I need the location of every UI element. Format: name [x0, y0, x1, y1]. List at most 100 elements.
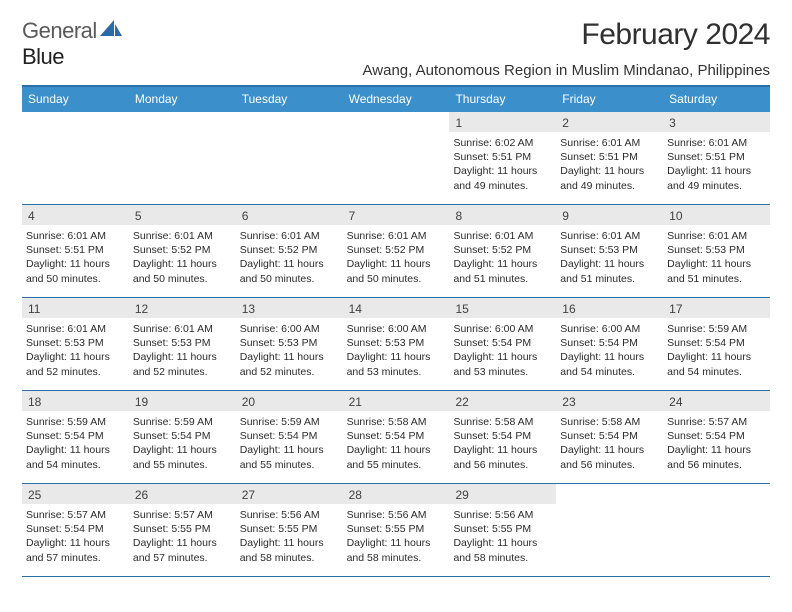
calendar-cell: 23Sunrise: 5:58 AMSunset: 5:54 PMDayligh… [556, 391, 663, 483]
sunset-text: Sunset: 5:54 PM [133, 429, 232, 443]
sunset-text: Sunset: 5:54 PM [667, 336, 766, 350]
day-number: 2 [556, 112, 663, 132]
day-number: 15 [449, 298, 556, 318]
calendar-cell: 3Sunrise: 6:01 AMSunset: 5:51 PMDaylight… [663, 112, 770, 204]
sunrise-text: Sunrise: 5:56 AM [347, 508, 446, 522]
dayhead-tue: Tuesday [236, 87, 343, 112]
sunrise-text: Sunrise: 6:00 AM [240, 322, 339, 336]
daylight-text: Daylight: 11 hours and 52 minutes. [26, 350, 125, 378]
daylight-text: Daylight: 11 hours and 52 minutes. [240, 350, 339, 378]
day-number: 12 [129, 298, 236, 318]
brand-part2: Blue [22, 44, 64, 69]
calendar-cell: 12Sunrise: 6:01 AMSunset: 5:53 PMDayligh… [129, 298, 236, 390]
daylight-text: Daylight: 11 hours and 54 minutes. [26, 443, 125, 471]
dayhead-sun: Sunday [22, 87, 129, 112]
sunrise-text: Sunrise: 6:00 AM [560, 322, 659, 336]
calendar-week: 25Sunrise: 5:57 AMSunset: 5:54 PMDayligh… [22, 484, 770, 577]
sunrise-text: Sunrise: 6:01 AM [453, 229, 552, 243]
day-number [22, 112, 129, 132]
sunset-text: Sunset: 5:54 PM [667, 429, 766, 443]
day-number: 7 [343, 205, 450, 225]
daylight-text: Daylight: 11 hours and 57 minutes. [26, 536, 125, 564]
brand-logo: GeneralBlue [22, 18, 122, 70]
day-number: 14 [343, 298, 450, 318]
dayhead-sat: Saturday [663, 87, 770, 112]
calendar-grid: Sunday Monday Tuesday Wednesday Thursday… [22, 85, 770, 577]
daylight-text: Daylight: 11 hours and 49 minutes. [560, 164, 659, 192]
calendar-cell: 17 Sunrise: 5:59 AMSunset: 5:54 PMDayligh… [663, 298, 770, 390]
daylight-text: Daylight: 11 hours and 55 minutes. [240, 443, 339, 471]
calendar-cell: 11Sunrise: 6:01 AMSunset: 5:53 PMDayligh… [22, 298, 129, 390]
day-number: 20 [236, 391, 343, 411]
day-number: 29 [449, 484, 556, 504]
calendar-cell: 24 Sunrise: 5:57 AMSunset: 5:54 PMDayligh… [663, 391, 770, 483]
day-number: 1 [449, 112, 556, 132]
sunset-text: Sunset: 5:55 PM [347, 522, 446, 536]
sunrise-text: Sunrise: 5:57 AM [667, 415, 766, 429]
daylight-text: Daylight: 11 hours and 58 minutes. [453, 536, 552, 564]
brand-part1: General [22, 18, 97, 43]
sunset-text: Sunset: 5:54 PM [560, 336, 659, 350]
sunset-text: Sunset: 5:51 PM [453, 150, 552, 164]
sunset-text: Sunset: 5:55 PM [453, 522, 552, 536]
day-number: 25 [22, 484, 129, 504]
calendar-cell: 25Sunrise: 5:57 AMSunset: 5:54 PMDayligh… [22, 484, 129, 576]
day-number: 16 [556, 298, 663, 318]
sunset-text: Sunset: 5:54 PM [453, 429, 552, 443]
sunset-text: Sunset: 5:53 PM [133, 336, 232, 350]
daylight-text: Daylight: 11 hours and 50 minutes. [133, 257, 232, 285]
sunrise-text: Sunrise: 5:57 AM [26, 508, 125, 522]
sunrise-text: Sunrise: 5:59 AM [26, 415, 125, 429]
daylight-text: Daylight: 11 hours and 56 minutes. [667, 443, 766, 471]
sunset-text: Sunset: 5:54 PM [26, 429, 125, 443]
sunset-text: Sunset: 5:54 PM [453, 336, 552, 350]
sunrise-text: Sunrise: 6:00 AM [453, 322, 552, 336]
calendar-cell: 29 Sunrise: 5:56 AMSunset: 5:55 PMDayligh… [449, 484, 556, 576]
sunrise-text: Sunrise: 5:59 AM [133, 415, 232, 429]
calendar-cell [129, 112, 236, 204]
dayhead-mon: Monday [129, 87, 236, 112]
day-number: 23 [556, 391, 663, 411]
day-number: 27 [236, 484, 343, 504]
day-number: 26 [129, 484, 236, 504]
page-header: GeneralBlue February 2024 Awang, Autonom… [22, 18, 770, 79]
sunrise-text: Sunrise: 6:01 AM [133, 229, 232, 243]
daylight-text: Daylight: 11 hours and 50 minutes. [347, 257, 446, 285]
sunrise-text: Sunrise: 6:01 AM [667, 136, 766, 150]
calendar-cell: 1Sunrise: 6:02 AMSunset: 5:51 PMDaylight… [449, 112, 556, 204]
calendar-week: 18Sunrise: 5:59 AMSunset: 5:54 PMDayligh… [22, 391, 770, 484]
weeks-container: 1Sunrise: 6:02 AMSunset: 5:51 PMDaylight… [22, 112, 770, 577]
sunset-text: Sunset: 5:53 PM [560, 243, 659, 257]
daylight-text: Daylight: 11 hours and 54 minutes. [667, 350, 766, 378]
daylight-text: Daylight: 11 hours and 58 minutes. [347, 536, 446, 564]
calendar-cell: 8Sunrise: 6:01 AMSunset: 5:52 PMDaylight… [449, 205, 556, 297]
sunset-text: Sunset: 5:54 PM [560, 429, 659, 443]
sunrise-text: Sunrise: 6:01 AM [347, 229, 446, 243]
day-number: 24 [663, 391, 770, 411]
calendar-cell: 16Sunrise: 6:00 AMSunset: 5:54 PMDayligh… [556, 298, 663, 390]
sunrise-text: Sunrise: 5:56 AM [453, 508, 552, 522]
dayhead-wed: Wednesday [343, 87, 450, 112]
sunset-text: Sunset: 5:52 PM [453, 243, 552, 257]
sunset-text: Sunset: 5:54 PM [240, 429, 339, 443]
sunset-text: Sunset: 5:53 PM [667, 243, 766, 257]
calendar-cell: 20Sunrise: 5:59 AMSunset: 5:54 PMDayligh… [236, 391, 343, 483]
sunrise-text: Sunrise: 5:59 AM [667, 322, 766, 336]
calendar-cell: 27Sunrise: 5:56 AMSunset: 5:55 PMDayligh… [236, 484, 343, 576]
day-number: 6 [236, 205, 343, 225]
calendar-cell: 21Sunrise: 5:58 AMSunset: 5:54 PMDayligh… [343, 391, 450, 483]
calendar-cell [22, 112, 129, 204]
daylight-text: Daylight: 11 hours and 50 minutes. [240, 257, 339, 285]
day-header-row: Sunday Monday Tuesday Wednesday Thursday… [22, 87, 770, 112]
day-number: 11 [22, 298, 129, 318]
day-number: 28 [343, 484, 450, 504]
day-number: 17 [663, 298, 770, 318]
day-number: 18 [22, 391, 129, 411]
daylight-text: Daylight: 11 hours and 51 minutes. [667, 257, 766, 285]
day-number: 19 [129, 391, 236, 411]
sunset-text: Sunset: 5:52 PM [240, 243, 339, 257]
day-number: 22 [449, 391, 556, 411]
day-number [556, 484, 663, 504]
calendar-cell: 5Sunrise: 6:01 AMSunset: 5:52 PMDaylight… [129, 205, 236, 297]
day-number [236, 112, 343, 132]
